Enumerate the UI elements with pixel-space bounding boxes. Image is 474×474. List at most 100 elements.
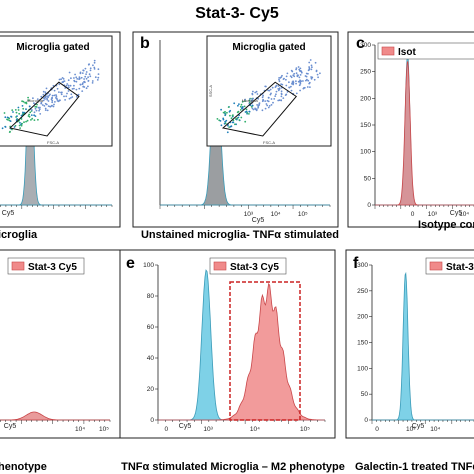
scatter-dot (302, 87, 305, 90)
scatter-dot (32, 97, 34, 100)
scatter-dot (89, 69, 92, 72)
x-axis-label: Cy5 (179, 423, 192, 430)
scatter-dot (296, 75, 299, 78)
scatter-dot (305, 79, 307, 82)
scatter-dot (293, 75, 296, 78)
panel-caption: icroglia (0, 229, 38, 241)
scatter-dot (81, 72, 84, 74)
scatter-dot (35, 106, 38, 108)
legend-box (377, 42, 474, 60)
panel-caption: Unstained microglia- TNFα stimulated (141, 229, 339, 241)
x-tick-label: 10⁴ (459, 211, 469, 218)
y-tick-label: 200 (360, 95, 371, 102)
scatter-dot (91, 82, 94, 84)
figure-title: Stat-3- Cy5 (195, 5, 279, 22)
scatter-dot (257, 97, 260, 100)
m2-gate-box (229, 281, 301, 421)
panel-letter: e (126, 255, 135, 272)
scatter-dot (55, 97, 58, 100)
scatter-dot (313, 78, 316, 81)
scatter-dot (43, 105, 46, 107)
scatter-dot (267, 96, 270, 99)
scatter-dot (226, 111, 228, 114)
x-axis-label: Cy5 (252, 217, 265, 224)
scatter-dot (73, 84, 75, 87)
scatter-dot (274, 86, 277, 88)
scatter-dot (254, 91, 257, 94)
scatter-dot (275, 90, 278, 93)
scatter-dot (76, 78, 79, 80)
scatter-dot (19, 127, 21, 129)
scatter-dot (316, 73, 319, 76)
scatter-dot (39, 113, 42, 115)
x-tick-label: 10⁵ (298, 211, 308, 218)
scatter-dot (251, 98, 254, 101)
scatter-dot (70, 93, 73, 96)
y-tick-label: 100 (357, 365, 368, 372)
scatter-dot (292, 81, 295, 84)
scatter-dot (307, 72, 309, 75)
scatter-dot (26, 119, 29, 122)
scatter-dot (11, 109, 14, 111)
scatter-dot (28, 113, 30, 116)
scatter-dot (250, 105, 253, 108)
scatter-dot (261, 100, 264, 103)
panel-b: b 10³ 10⁴ 10⁵ Cy5 Microglia gated Microglia FSC… (132, 31, 339, 241)
scatter-dot (33, 114, 35, 117)
scatter-dot (295, 72, 298, 75)
scatter-dot (87, 79, 90, 82)
scatter-dot (93, 68, 96, 70)
scatter-dot (73, 87, 75, 90)
scatter-dot (58, 78, 61, 81)
scatter-dot (44, 107, 47, 110)
scatter-dot (270, 104, 273, 106)
scatter-dot (45, 87, 48, 90)
scatter-dot (268, 105, 271, 107)
scatter-dot (280, 99, 282, 102)
y-tick-label: 0 (367, 202, 371, 209)
scatter-dot (266, 104, 269, 107)
scatter-dot (289, 75, 292, 77)
scatter-dot (20, 124, 23, 127)
scatter-dot (286, 72, 289, 75)
scatter-dot (71, 88, 74, 90)
panel-frame (0, 31, 121, 228)
scatter-dot (15, 111, 18, 114)
scatter-dot (239, 109, 242, 111)
scatter-dot (23, 121, 25, 124)
scatter-dot (89, 67, 92, 70)
scatter-dot (243, 105, 246, 108)
scatter-dot (89, 75, 92, 78)
scatter-dot (25, 120, 27, 123)
y-tick-label: 50 (364, 175, 372, 182)
scatter-dot (22, 107, 25, 110)
scatter-dot (278, 80, 281, 83)
scatter-dot (288, 81, 290, 84)
scatter-dot (60, 78, 62, 81)
scatter-dot (42, 99, 45, 102)
y-tick-label: 150 (357, 340, 368, 347)
legend-swatch (213, 261, 227, 271)
scatter-dot (234, 123, 236, 126)
scatter-dot (257, 106, 260, 109)
scatter-dot (83, 86, 86, 88)
inset-title: Microglia gated (232, 42, 305, 53)
x-axis-label: Cy5 (412, 423, 425, 430)
scatter-dot (279, 77, 282, 79)
scatter-dot (4, 116, 7, 119)
scatter-dot (230, 117, 233, 120)
scatter-dot (43, 97, 45, 100)
scatter-dot (275, 84, 278, 87)
scatter-dot (288, 86, 291, 89)
scatter-dot (248, 99, 251, 102)
scatter-dot (252, 90, 254, 93)
scatter-dot (252, 108, 255, 111)
scatter-dot (255, 90, 258, 93)
x-tick-label: 10⁴ (271, 211, 281, 218)
scatter-dot (295, 80, 297, 83)
scatter-dot (1, 127, 4, 130)
scatter-dot (45, 95, 47, 98)
scatter-dot (235, 118, 238, 121)
scatter-dot (23, 111, 26, 114)
scatter-dot (78, 87, 81, 90)
